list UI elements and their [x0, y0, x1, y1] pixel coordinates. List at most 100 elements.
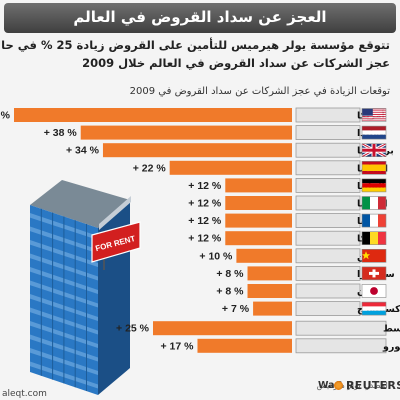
- bar-value-label: + 12 %: [188, 215, 222, 227]
- flag-stripe: [362, 161, 386, 165]
- bar-value-label: + 10 %: [199, 250, 233, 262]
- flag-border: [361, 161, 387, 175]
- flag-gb-icon: [361, 142, 387, 159]
- flag-stripe: [378, 214, 386, 228]
- flag-border: [361, 249, 387, 263]
- flag-border: [361, 196, 387, 210]
- flag-us-icon: [361, 108, 387, 122]
- flag-stripe: [362, 196, 370, 210]
- bar: [14, 108, 292, 122]
- flag-stripe: [362, 164, 386, 172]
- bar-row: + 8 %اليابان: [216, 283, 387, 299]
- subtitle-line-1: تتوقع مؤسسة يولر هيرميس للتأمين على القر…: [0, 38, 390, 52]
- category-label-box: [295, 230, 361, 246]
- flag-stripe: [362, 306, 386, 311]
- bar-row: + 25 % المتوسط: [116, 320, 400, 336]
- sign-board: [91, 221, 141, 263]
- flag-stripe: [370, 214, 378, 228]
- category-label-box: [295, 142, 361, 158]
- flag-stripe: [362, 119, 386, 121]
- bar-row: + 38 %هولندا: [44, 125, 387, 140]
- flag-border: [361, 284, 387, 298]
- bar: [102, 143, 293, 158]
- category-label-box: [295, 320, 387, 336]
- bar-row: + 7 %لوكسمبورج: [222, 301, 400, 317]
- flag-stripe: [370, 231, 378, 245]
- bar-row: + 34 %بريطانيا: [66, 142, 394, 159]
- flag-stripe: [378, 231, 386, 245]
- category-label-box: [295, 283, 361, 299]
- bar-value-label: + 12 %: [188, 233, 222, 245]
- bar-row: + 12 %ايطاليا: [188, 195, 388, 211]
- building-roof: [30, 180, 130, 228]
- flag-border: [361, 125, 387, 140]
- flag-border: [361, 301, 387, 316]
- bar: [169, 160, 292, 175]
- bar: [225, 196, 292, 210]
- flag-stripe: [362, 109, 386, 111]
- flag-stripe: [362, 302, 386, 307]
- title-bar: العجز عن سداد القروض في العالم: [4, 3, 396, 33]
- category-label: منطقة اليورو: [382, 341, 400, 352]
- flag-stripe: [362, 120, 386, 122]
- flag-stripe: [362, 108, 386, 110]
- bar-value-label: + 7 %: [222, 303, 250, 315]
- flag-ch-icon: [361, 266, 387, 281]
- flag-stripe: [362, 115, 386, 116]
- flag-stripe: [362, 310, 386, 316]
- bar-row: + 8 %سويسرا: [216, 265, 395, 281]
- category-label-box: [295, 195, 361, 211]
- bar-value-label: + 8 %: [216, 286, 244, 298]
- bar-row: + 10 %الصين: [199, 248, 387, 264]
- category-label-box: [295, 301, 361, 317]
- bar: [247, 284, 292, 298]
- flag-stripe: [362, 115, 386, 117]
- bar-value-label: + 38 %: [44, 127, 78, 139]
- page-title: العجز عن سداد القروض في العالم: [73, 8, 327, 26]
- flag-disc: [370, 287, 378, 295]
- flag-de-icon: [361, 178, 387, 193]
- category-label-box: [295, 213, 361, 229]
- subtitle-line-2: عجز الشركات عن سداد القروض في العالم خلا…: [82, 56, 390, 70]
- bar: [225, 231, 292, 246]
- flag-stripe: [362, 126, 386, 131]
- bar: [225, 213, 292, 228]
- source-note: المصدر: يولر هيرميس: [316, 381, 390, 390]
- category-label-box: [295, 265, 361, 281]
- bar: [253, 301, 292, 316]
- flag-stripe: [362, 214, 370, 228]
- bar-value-label: + 8 %: [216, 268, 244, 280]
- flag-stripe: [362, 178, 386, 184]
- bar-value-label: + 12 %: [188, 180, 222, 192]
- flag-border: [361, 231, 387, 245]
- building-illustration: FOR RENT: [30, 180, 141, 395]
- flag-stripe: [362, 118, 386, 120]
- footer: المصدر: يولر هيرميس aleqt.com WaG REUTER…: [0, 366, 400, 400]
- flag-stripe: [362, 117, 386, 119]
- category-label-box: [295, 338, 387, 354]
- category-label-box: [295, 107, 361, 123]
- flag-it-icon: [361, 196, 387, 210]
- flag-fr-icon: [361, 213, 387, 228]
- bar-row: + 50 %أمريكا: [0, 107, 387, 123]
- category-label-box: [295, 125, 361, 140]
- flag-es-icon: [361, 161, 387, 175]
- bar-value-label: + 22 %: [133, 162, 167, 174]
- flag-cross: [369, 271, 379, 275]
- flag-stripe: [370, 196, 378, 210]
- bar: [236, 248, 292, 263]
- flag-border: [361, 178, 387, 193]
- flag-cn-icon: [361, 249, 387, 263]
- flag-stripe: [362, 116, 386, 118]
- flag-stripe: [362, 148, 386, 152]
- flag-star: [362, 251, 370, 260]
- flag-border: [361, 143, 387, 157]
- bar: [225, 178, 292, 193]
- flag-stripe: [362, 112, 386, 114]
- category-label: المتوسط: [383, 324, 400, 335]
- watermark: aleqt.com: [2, 389, 47, 399]
- flag-nl-icon: [361, 125, 387, 140]
- flag-stripe: [362, 113, 386, 115]
